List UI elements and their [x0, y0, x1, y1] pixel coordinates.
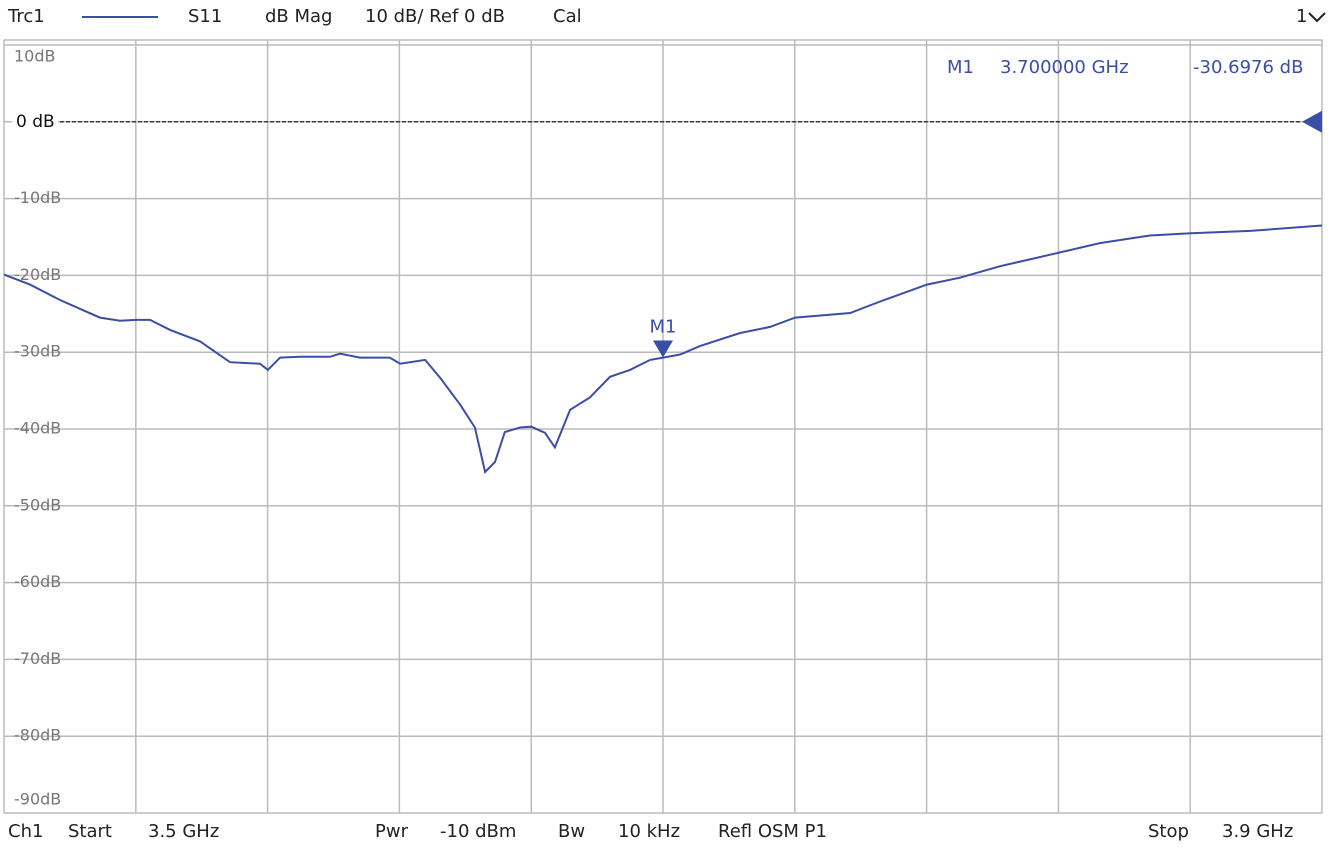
y-tick-label: -20dB [14, 265, 61, 284]
format: dB Mag [265, 6, 332, 27]
label-bg [12, 112, 58, 131]
marker-readout-name: M1 [947, 57, 974, 78]
y-tick-label: 0 dB [16, 112, 55, 132]
param: S11 [188, 6, 222, 27]
trace-name: Trc1 [7, 6, 45, 27]
trace [3, 224, 1323, 474]
y-tick-label: -90dB [14, 790, 61, 809]
y-tick-label: -40dB [14, 419, 61, 438]
start-value: 3.5 GHz [148, 821, 219, 842]
pwr-value: -10 dBm [440, 821, 516, 842]
scale: 10 dB/ Ref 0 dB [365, 6, 505, 27]
y-tick-label: -70dB [14, 649, 61, 668]
marker-readout-y: -30.6976 dB [1193, 57, 1303, 78]
marker-label: M1 [650, 317, 677, 338]
reference-arrow [1302, 110, 1322, 133]
cal: Cal [553, 6, 582, 27]
stop-value: 3.9 GHz [1222, 821, 1293, 842]
marker-readout-x: 3.700000 GHz [1000, 57, 1129, 78]
y-tick-label: 10dB [14, 47, 56, 66]
pwr: Pwr [375, 821, 409, 842]
chevron[interactable] [1308, 12, 1326, 23]
channel: Ch1 [8, 821, 43, 842]
cal-type: Refl OSM P1 [718, 821, 827, 842]
y-tick-label: -80dB [14, 726, 61, 745]
y-tick-label: -10dB [14, 188, 61, 207]
y-tick-label: -30dB [14, 342, 61, 361]
marker-triangle [653, 340, 673, 358]
bw: Bw [558, 821, 585, 842]
y-tick-label: -60dB [14, 572, 61, 591]
window: 1 [1296, 6, 1307, 27]
start: Start [68, 821, 112, 842]
y-tick-label: -50dB [14, 495, 61, 514]
bw-value: 10 kHz [618, 821, 680, 842]
stop: Stop [1148, 821, 1189, 842]
